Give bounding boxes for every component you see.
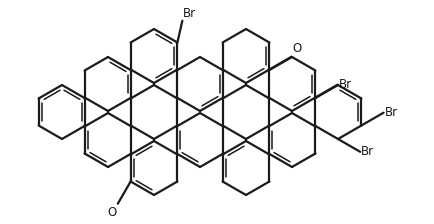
Text: O: O: [292, 42, 301, 55]
Text: Br: Br: [360, 145, 374, 158]
Text: Br: Br: [338, 78, 351, 91]
Text: O: O: [107, 206, 116, 219]
Text: Br: Br: [182, 7, 195, 20]
Text: Br: Br: [384, 106, 397, 119]
